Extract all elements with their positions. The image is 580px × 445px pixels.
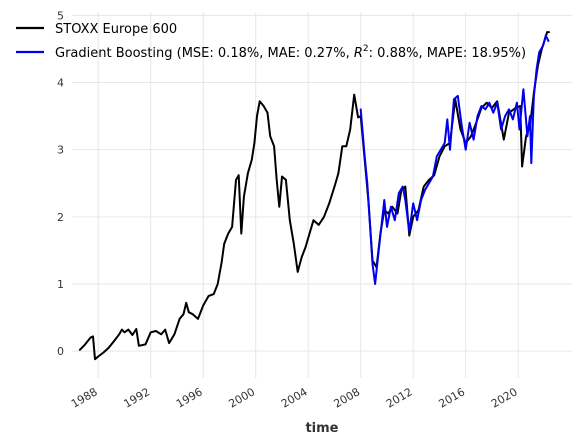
y-tick-label: 4 [57, 77, 64, 90]
y-tick-label: 5 [57, 9, 64, 22]
x-axis-title: time [305, 421, 338, 436]
y-tick-label: 1 [57, 278, 64, 291]
y-tick-label: 2 [57, 211, 64, 224]
y-tick-label: 0 [57, 345, 64, 358]
legend-label-0: STOXX Europe 600 [55, 22, 177, 37]
y-tick-label: 3 [57, 144, 64, 157]
legend-label-1: Gradient Boosting (MSE: 0.18%, MAE: 0.27… [55, 44, 526, 61]
